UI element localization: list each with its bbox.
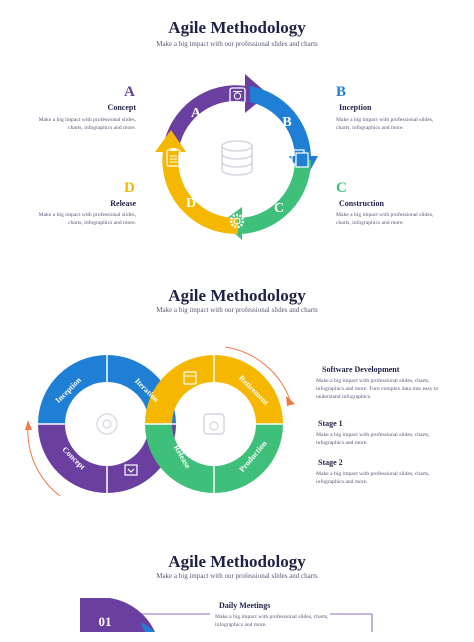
- cycle-segment-d: [155, 130, 238, 235]
- documents-icon: [291, 149, 309, 168]
- section3-subtitle: Make a big impact with our professional …: [156, 572, 318, 580]
- phase-letter-d: D: [124, 180, 135, 196]
- ring-segment-concept: [38, 424, 107, 493]
- ring-segment-retirement: [214, 355, 283, 424]
- ring-segment-release-right: [145, 424, 214, 493]
- ring-letter-a: A: [191, 106, 202, 121]
- phase-label-inception: Inception: [339, 103, 372, 112]
- download-icon: [124, 464, 138, 476]
- section3-title: Agile Methodology: [168, 552, 306, 571]
- phase-desc-concept: Make a big impact with professional slid…: [38, 117, 136, 131]
- phase-label-construction: Construction: [339, 199, 384, 208]
- daily-meetings-diagram: 01: [80, 598, 373, 632]
- orange-arc-right: [224, 346, 291, 401]
- item-01-accent: [140, 622, 155, 632]
- window-icon: [183, 371, 197, 385]
- agile-cycle-diagram: A B C D: [155, 74, 318, 240]
- block-desc-stage-1: Make a big impact with professional slid…: [316, 432, 430, 446]
- infinity-cycle-diagram: Inception Iteration Concept Retirement P…: [25, 346, 295, 497]
- ring-letter-b: B: [282, 115, 291, 130]
- phase-letter-c: C: [336, 180, 347, 196]
- phase-label-release: Release: [110, 199, 136, 208]
- phase-letter-a: A: [124, 84, 135, 100]
- clipboard-icon: [166, 148, 181, 167]
- item-number-01: 01: [99, 614, 112, 629]
- section1-subtitle: Make a big impact with our professional …: [156, 40, 318, 48]
- data-icon: [203, 413, 225, 435]
- cycle-segment-a: [163, 74, 268, 148]
- item-01-wedge: [80, 598, 155, 632]
- block-heading-software-development: Software Development: [322, 365, 400, 374]
- block-desc-software-development: Make a big impact with professional slid…: [316, 378, 439, 400]
- block-heading-stage-2: Stage 2: [318, 458, 343, 467]
- section2-subtitle: Make a big impact with our professional …: [156, 306, 318, 314]
- gear-icon: [229, 213, 245, 229]
- phase-label-concept: Concept: [107, 103, 136, 112]
- ring-segment-yellow-left: [145, 355, 214, 424]
- item-heading-daily-meetings: Daily Meetings: [219, 601, 271, 610]
- section2-title: Agile Methodology: [168, 286, 306, 305]
- section1-title: Agile Methodology: [168, 18, 306, 37]
- phase-desc-release: Make a big impact with professional slid…: [38, 212, 136, 226]
- ring-segment-production: [214, 424, 283, 493]
- ring-letter-c: C: [274, 201, 284, 216]
- orange-arc-left: [27, 425, 61, 497]
- phase-desc-construction: Make a big impact with professional slid…: [336, 212, 434, 226]
- item-desc-daily-meetings: Make a big impact with professional slid…: [215, 614, 329, 628]
- ring-segment-inception: [38, 355, 107, 424]
- calendar-icon: [229, 87, 246, 104]
- block-desc-stage-2: Make a big impact with professional slid…: [316, 471, 430, 485]
- ring-letter-d: D: [186, 196, 196, 211]
- target-icon: [96, 413, 118, 435]
- phase-letter-b: B: [336, 84, 347, 100]
- phase-desc-inception: Make a big impact with professional slid…: [336, 117, 434, 131]
- block-heading-stage-1: Stage 1: [318, 419, 343, 428]
- database-icon: [221, 140, 253, 176]
